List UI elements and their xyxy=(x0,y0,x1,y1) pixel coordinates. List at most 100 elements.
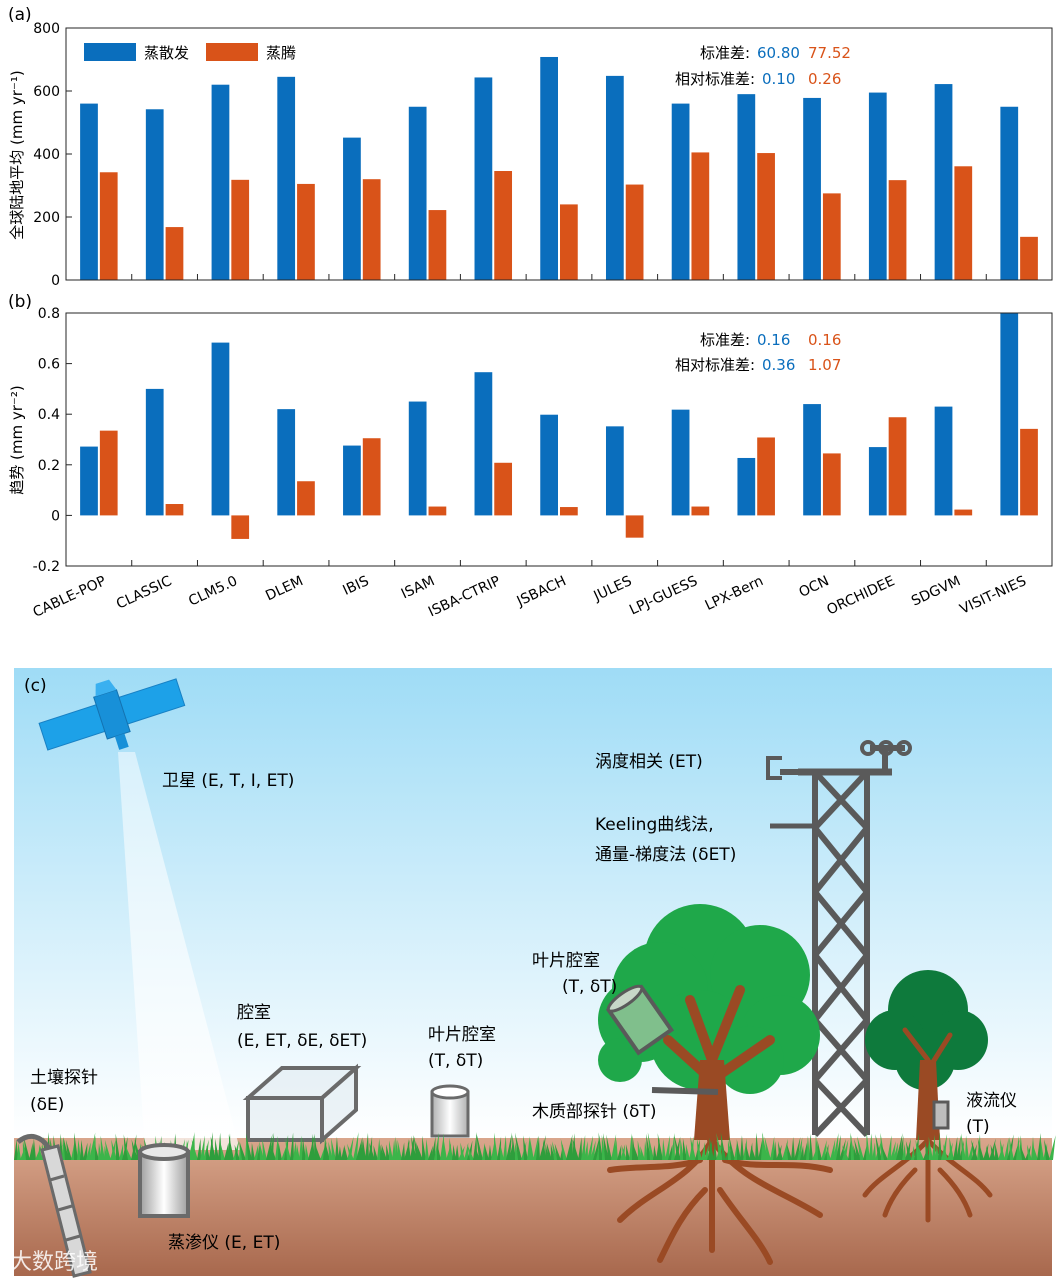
grass-blade xyxy=(77,1139,81,1160)
grass-blade xyxy=(668,1144,673,1160)
sap-flow-sub: (T) xyxy=(966,1117,990,1137)
grass-blade xyxy=(335,1136,339,1160)
grass-blade xyxy=(629,1133,633,1160)
grass-blade xyxy=(842,1139,849,1160)
x-category-label: JSBACH xyxy=(514,573,569,610)
bar-et-lpj-guess xyxy=(671,103,690,280)
grass-blade xyxy=(338,1145,342,1160)
bar-t-ibis xyxy=(362,179,381,280)
grass-blade xyxy=(1009,1136,1014,1160)
grass-blade xyxy=(1000,1138,1005,1160)
bar-et-jsbach xyxy=(540,56,558,281)
panel-b-chart: (b) 趋势 (mm yr⁻²) -0.2 0 0.2 0.4 0.6 0.8 CABLE… xyxy=(8,292,1053,621)
grass-blade xyxy=(131,1139,138,1160)
grass-blade xyxy=(119,1143,124,1160)
bar-t-classic xyxy=(165,227,184,280)
a-rel-t: 0.26 xyxy=(808,70,841,88)
grass-blade xyxy=(777,1141,783,1160)
legend-swatch-t xyxy=(206,43,258,61)
grass-blade xyxy=(803,1142,807,1160)
grass-blade xyxy=(773,1141,777,1160)
bar-t-sdgvm xyxy=(954,509,973,516)
bar-et-visit-nies xyxy=(1000,313,1019,516)
grass-blade xyxy=(606,1134,612,1160)
grass-blade xyxy=(782,1138,789,1160)
grass-blade xyxy=(917,1144,924,1160)
keeling-label-1: Keeling曲线法, xyxy=(595,815,714,835)
grass-blade xyxy=(640,1145,645,1160)
grass-blade xyxy=(1049,1135,1056,1160)
grass-blade xyxy=(17,1142,21,1160)
grass-blade xyxy=(515,1132,522,1160)
grass-blade xyxy=(38,1144,42,1160)
grass-blade xyxy=(246,1133,252,1160)
bar-t-lpj-guess xyxy=(691,152,710,280)
grass-blade xyxy=(566,1134,573,1160)
grass-blade xyxy=(817,1139,822,1160)
grass-blade xyxy=(671,1132,675,1160)
grass-blade xyxy=(665,1135,670,1160)
grass-blade xyxy=(662,1138,666,1160)
bar-et-orchidee xyxy=(868,92,887,280)
y-tick-label: 0.6 xyxy=(38,357,60,373)
grass-blade xyxy=(179,1139,186,1160)
leaf-chamber-label: 叶片腔室 xyxy=(428,1025,496,1045)
panel-b-stats: 标准差: 0.16 0.16 相对标准差: 0.36 1.07 xyxy=(675,331,841,374)
grass-blade xyxy=(341,1145,345,1160)
bar-et-classic xyxy=(145,388,164,516)
grass-blade xyxy=(622,1145,627,1160)
tree-leaf-chamber-sub: (T, δT) xyxy=(562,977,617,997)
bar-et-lpx-bern xyxy=(737,94,756,281)
grass-blade xyxy=(356,1138,363,1160)
leaf-chamber-icon xyxy=(430,1084,470,1138)
grass-blade xyxy=(74,1132,78,1160)
grass-blade xyxy=(523,1135,528,1160)
tree-leaf-chamber-label: 叶片腔室 xyxy=(532,951,600,971)
grass-blade xyxy=(875,1140,882,1160)
grass-blade xyxy=(797,1137,803,1160)
bar-t-ocn xyxy=(822,453,841,516)
grass-blade xyxy=(314,1142,321,1160)
y-tick-label: -0.2 xyxy=(33,559,60,575)
grass-blade xyxy=(373,1145,378,1160)
bar-t-sdgvm xyxy=(954,166,973,280)
grass-blade xyxy=(449,1137,453,1160)
grass-blade xyxy=(704,1144,709,1160)
bar-t-orchidee xyxy=(888,180,907,280)
grass-blade xyxy=(590,1140,596,1160)
grass-blade xyxy=(786,1142,792,1160)
grass-blade xyxy=(104,1139,111,1160)
grass-blade xyxy=(536,1136,540,1160)
grass-blade xyxy=(578,1137,582,1160)
xylem-probe-label: 木质部探针 (δT) xyxy=(532,1102,656,1122)
grass-blade xyxy=(115,1133,120,1160)
grass-blade xyxy=(1037,1132,1041,1160)
panel-a-legend: 蒸散发 蒸腾 xyxy=(84,43,296,62)
sap-flow-label: 液流仪 xyxy=(966,1091,1017,1111)
grass-blade xyxy=(397,1139,402,1160)
satellite-icon xyxy=(38,678,186,751)
grass-blade xyxy=(500,1144,504,1160)
bar-et-clm5.0 xyxy=(211,342,230,516)
grass-blade xyxy=(932,1134,936,1160)
grass-blade xyxy=(701,1141,706,1160)
y-tick-label: 0.2 xyxy=(38,458,60,474)
y-tick-label: 0.4 xyxy=(38,407,60,423)
b-std-et: 0.16 xyxy=(757,331,790,349)
b-rel-et: 0.36 xyxy=(762,356,795,374)
grass-blade xyxy=(111,1139,117,1160)
x-category-label: ORCHIDEE xyxy=(824,573,897,618)
sonic-anemometer-icon xyxy=(766,740,912,780)
bar-t-ocn xyxy=(822,193,841,280)
soil-probe-icon xyxy=(16,1133,92,1278)
grass-blade xyxy=(853,1145,858,1160)
grass-blade xyxy=(842,1144,849,1160)
grass-blade xyxy=(452,1144,456,1160)
grass-blade xyxy=(437,1142,441,1160)
x-category-label: LPX-Bern xyxy=(703,573,766,614)
grass-blade xyxy=(928,1136,933,1160)
grass-blade xyxy=(392,1139,396,1160)
grass-blade xyxy=(653,1145,657,1160)
bar-et-ibis xyxy=(343,137,361,280)
grass-blade xyxy=(86,1142,91,1160)
